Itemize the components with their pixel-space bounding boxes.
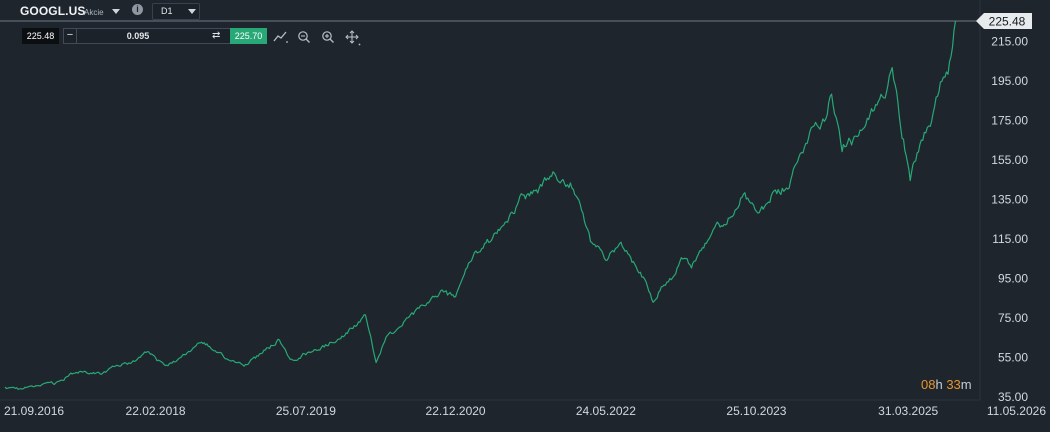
symbol-label[interactable]: GOOGL.US: [20, 4, 86, 18]
x-tick-label: 25.07.2019: [276, 404, 336, 418]
timeframe-select[interactable]: D1: [152, 3, 200, 20]
y-tick-label: 195.00: [991, 74, 1028, 88]
volume-stepper[interactable]: − 0.095 ⇄ +: [63, 28, 247, 44]
y-tick-label: 115.00: [992, 232, 1028, 246]
instrument-header: GOOGL.US Akcie i D1: [0, 0, 980, 22]
timeframe-dropdown-caret-icon: [188, 9, 196, 14]
x-tick-label: 31.03.2025: [878, 404, 938, 418]
current-price-label: 225.48: [976, 13, 1032, 29]
countdown-hours-unit: h: [935, 377, 943, 392]
y-tick-label: 75.00: [998, 311, 1028, 325]
zoom-in-icon[interactable]: [321, 30, 335, 44]
y-tick-label: 35.00: [998, 390, 1028, 404]
x-tick-label: 25.10.2023: [726, 404, 786, 418]
current-price-value: 225.48: [989, 15, 1026, 29]
volume-input[interactable]: 0.095: [126, 31, 150, 41]
countdown-hours: 08: [921, 377, 936, 392]
y-tick-label: 175.00: [991, 114, 1028, 128]
y-tick-label: 55.00: [998, 351, 1028, 365]
candle-countdown: 08h 33m: [921, 377, 972, 392]
x-tick-label: 22.12.2020: [426, 404, 486, 418]
move-icon[interactable]: [345, 30, 361, 46]
buy-price-button[interactable]: 225.70: [230, 28, 267, 44]
timeframe-label: D1: [161, 6, 173, 16]
sell-price-button[interactable]: 225.48: [22, 28, 59, 44]
info-icon[interactable]: i: [132, 4, 143, 15]
y-tick-label: 95.00: [998, 272, 1028, 286]
line-drawing-icon[interactable]: [273, 30, 289, 44]
x-tick-label: 22.02.2018: [126, 404, 186, 418]
countdown-minutes: 33: [946, 377, 961, 392]
price-series-line: [4, 20, 957, 390]
symbol-dropdown-caret-icon[interactable]: [112, 9, 120, 14]
instrument-type-label: Akcie: [84, 8, 104, 17]
volume-decrease-button[interactable]: −: [64, 29, 77, 43]
y-tick-label: 135.00: [991, 193, 1028, 207]
countdown-minutes-unit: m: [960, 377, 972, 392]
x-tick-label: 21.09.2016: [4, 404, 64, 418]
x-tick-label: 11.05.2026: [987, 404, 1046, 418]
y-tick-label: 215.00: [991, 35, 1028, 49]
zoom-out-icon[interactable]: [297, 30, 311, 44]
swap-icon[interactable]: ⇄: [212, 30, 221, 41]
x-tick-label: 24.05.2022: [576, 404, 636, 418]
y-tick-label: 155.00: [991, 153, 1028, 167]
